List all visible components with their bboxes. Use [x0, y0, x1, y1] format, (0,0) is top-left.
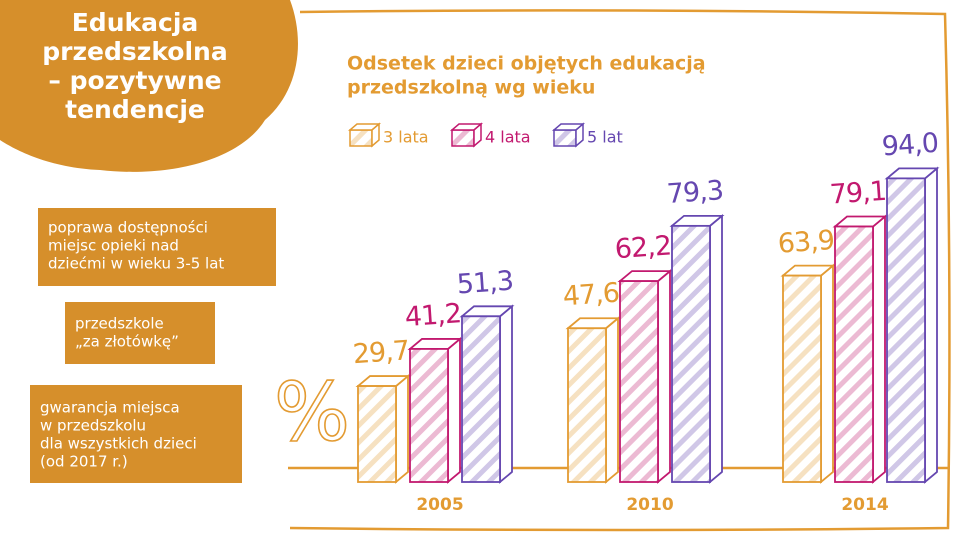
note-text: gwarancja miejsca	[40, 399, 180, 417]
chart-frame	[289, 9, 951, 532]
page-title: tendencje	[65, 95, 205, 124]
bar-side	[709, 213, 723, 484]
data-label: 79,3	[666, 175, 724, 210]
legend-swatch-side	[371, 122, 380, 148]
bar-side	[605, 316, 619, 484]
bar	[409, 348, 449, 483]
note-text: w przedszkolu	[40, 417, 146, 435]
page-title: przedszkolna	[42, 37, 227, 66]
data-label: 94,0	[881, 128, 939, 163]
bar	[671, 224, 711, 483]
x-tick-label: 2014	[841, 495, 888, 515]
data-label: 63,9	[777, 225, 835, 260]
legend-swatch	[349, 129, 373, 147]
note-text: miejsc opieki nad	[48, 237, 179, 255]
bar	[834, 225, 874, 483]
x-tick-label: 2010	[626, 495, 673, 515]
legend-swatch	[553, 129, 577, 147]
bar-side	[872, 214, 886, 484]
legend-swatch-side	[473, 122, 482, 148]
y-axis-label: %	[274, 366, 350, 459]
bar-side	[395, 374, 409, 484]
data-label: 41,2	[404, 298, 462, 333]
bar-side	[924, 166, 938, 484]
chart-title: Odsetek dzieci objętych edukacją	[347, 53, 706, 75]
legend-label: 4 lata	[485, 128, 531, 147]
note-text: (od 2017 r.)	[40, 453, 128, 471]
bar	[782, 274, 822, 483]
title-blob	[0, 0, 298, 172]
legend-label: 5 lat	[587, 128, 623, 147]
bar	[357, 385, 397, 483]
legend-swatch-side	[575, 122, 584, 148]
page-title: – pozytywne	[48, 66, 221, 95]
note-text: poprawa dostępności	[48, 219, 208, 237]
legend-swatch	[451, 129, 475, 147]
note-text: „za złotówkę”	[75, 333, 179, 351]
x-tick-label: 2005	[416, 495, 463, 515]
data-label: 51,3	[456, 266, 514, 301]
bar	[461, 315, 501, 483]
data-label: 79,1	[829, 176, 887, 211]
bar	[886, 177, 926, 483]
data-label: 47,6	[562, 278, 620, 313]
bar-side	[447, 337, 461, 484]
bar	[619, 280, 659, 483]
note-text: przedszkole	[75, 315, 164, 333]
legend-label: 3 lata	[383, 128, 429, 147]
data-label: 62,2	[614, 230, 672, 265]
note-text: dla wszystkich dzieci	[40, 435, 197, 453]
note-box	[30, 385, 242, 483]
note-box	[38, 208, 276, 286]
bar-side	[820, 263, 834, 484]
bar	[567, 327, 607, 483]
bar-side	[499, 304, 513, 484]
bar-side	[657, 269, 671, 484]
chart-title: przedszkolną wg wieku	[347, 77, 595, 99]
note-box	[65, 302, 215, 364]
data-label: 29,7	[352, 335, 410, 370]
page-title: Edukacja	[72, 8, 199, 37]
note-text: dziećmi w wieku 3-5 lat	[48, 255, 224, 273]
